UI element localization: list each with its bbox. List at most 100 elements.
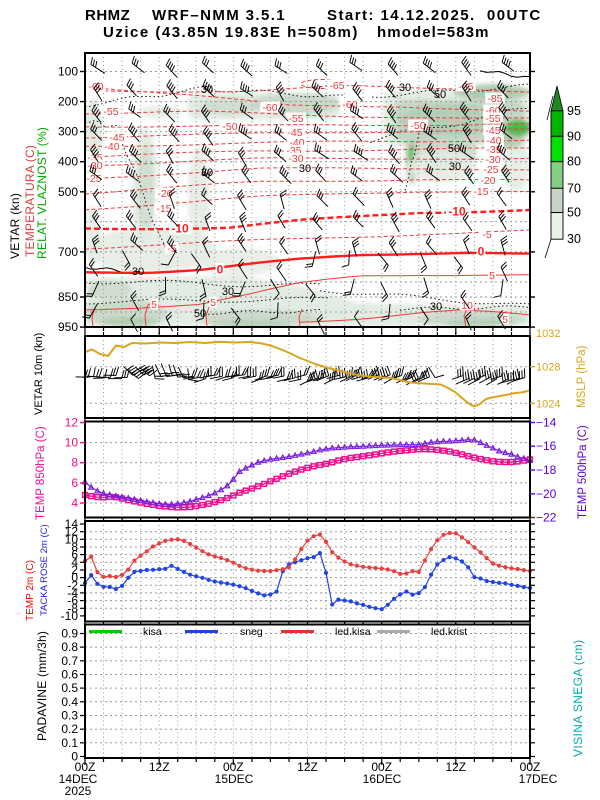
svg-text:30: 30: [132, 266, 144, 278]
svg-text:00Z: 00Z: [75, 760, 96, 774]
svg-text:4: 4: [71, 555, 78, 569]
svg-text:RHMZ: RHMZ: [85, 7, 130, 24]
svg-text:PADAVINE (mm/3h): PADAVINE (mm/3h): [35, 631, 49, 741]
svg-text:8: 8: [71, 456, 78, 470]
svg-text:-4: -4: [67, 586, 78, 600]
svg-text:12: 12: [65, 525, 79, 539]
svg-text:-25: -25: [86, 173, 101, 185]
svg-text:−20: −20: [536, 487, 557, 501]
svg-text:-8: -8: [67, 601, 78, 615]
svg-text:8: 8: [71, 540, 78, 554]
svg-text:50: 50: [567, 206, 581, 220]
svg-text:950: 950: [58, 320, 78, 334]
svg-text:VISINA SNEGA (cm): VISINA SNEGA (cm): [571, 640, 585, 758]
svg-text:5: 5: [502, 314, 508, 326]
svg-text:sneg: sneg: [240, 626, 263, 638]
svg-text:Uzice (43.85N 19.83E h=508m): Uzice (43.85N 19.83E h=508m): [103, 24, 359, 41]
svg-text:-20: -20: [480, 175, 495, 187]
svg-text:−14: −14: [536, 416, 557, 430]
svg-text:00Z: 00Z: [520, 760, 541, 774]
svg-text:0.2: 0.2: [61, 722, 78, 736]
svg-text:-30: -30: [485, 154, 500, 166]
svg-text:70: 70: [567, 181, 581, 195]
svg-text:30: 30: [430, 301, 442, 313]
svg-text:30: 30: [222, 286, 234, 298]
svg-text:-30: -30: [288, 153, 303, 165]
svg-text:-45: -45: [287, 127, 302, 139]
svg-text:-65: -65: [329, 80, 344, 92]
svg-text:2025: 2025: [65, 784, 92, 798]
svg-text:1024: 1024: [536, 398, 560, 410]
svg-text:-30: -30: [87, 160, 102, 172]
svg-text:WRF–NMM 3.5.1: WRF–NMM 3.5.1: [152, 7, 286, 24]
svg-text:−22: −22: [536, 511, 557, 525]
svg-text:00Z: 00Z: [371, 760, 392, 774]
svg-text:0.8: 0.8: [61, 640, 78, 654]
svg-text:-20: -20: [157, 188, 172, 200]
svg-text:-6: -6: [67, 594, 78, 608]
svg-text:0.1: 0.1: [61, 736, 78, 750]
svg-text:95: 95: [567, 104, 581, 118]
svg-text:4: 4: [71, 496, 78, 510]
svg-text:10: 10: [65, 436, 79, 450]
svg-text:led.kisa: led.kisa: [335, 626, 371, 638]
svg-text:500: 500: [58, 185, 78, 199]
svg-text:-10: -10: [171, 221, 189, 235]
svg-text:700: 700: [58, 245, 78, 259]
svg-text:hmodel=583m: hmodel=583m: [377, 24, 490, 41]
svg-text:6: 6: [71, 548, 78, 562]
svg-text:-2: -2: [67, 578, 78, 592]
svg-text:10: 10: [65, 532, 79, 546]
svg-text:50: 50: [194, 308, 206, 320]
svg-text:RELAT. VLAZNOST (%): RELAT. VLAZNOST (%): [35, 127, 49, 259]
svg-text:-85: -85: [487, 93, 502, 105]
svg-text:50: 50: [434, 89, 446, 101]
svg-text:00Z: 00Z: [223, 760, 244, 774]
svg-text:15DEC: 15DEC: [215, 772, 254, 786]
svg-text:14DEC: 14DEC: [59, 772, 98, 786]
svg-text:0.7: 0.7: [61, 654, 78, 668]
svg-text:90: 90: [567, 129, 581, 143]
svg-text:TEMP 850hPa (C): TEMP 850hPa (C): [35, 426, 47, 520]
svg-text:TEMP 500hPa (C): TEMP 500hPa (C): [577, 425, 589, 519]
svg-text:5: 5: [151, 299, 157, 311]
svg-text:-10: -10: [61, 609, 79, 623]
svg-text:30: 30: [567, 232, 581, 246]
svg-text:0: 0: [71, 571, 78, 585]
svg-text:-5: -5: [167, 243, 176, 255]
svg-text:-60: -60: [262, 102, 277, 114]
svg-text:5: 5: [489, 270, 495, 282]
svg-text:1028: 1028: [536, 362, 560, 374]
svg-text:17DEC: 17DEC: [519, 772, 558, 786]
svg-text:12Z: 12Z: [445, 760, 466, 774]
svg-text:300: 300: [58, 125, 78, 139]
svg-text:-50: -50: [222, 121, 237, 133]
svg-text:-55: -55: [485, 113, 500, 125]
svg-text:0.3: 0.3: [61, 709, 78, 723]
svg-text:0: 0: [217, 262, 224, 276]
svg-text:30: 30: [399, 82, 411, 94]
svg-text:14: 14: [65, 517, 79, 531]
svg-text:-40: -40: [104, 141, 119, 153]
svg-text:12Z: 12Z: [149, 760, 170, 774]
svg-text:100: 100: [58, 65, 78, 79]
svg-text:TACKA ROSE 2m (C): TACKA ROSE 2m (C): [39, 524, 50, 616]
svg-text:-15: -15: [473, 186, 488, 198]
svg-text:Start: 14.12.2025. 00UTC: Start: 14.12.2025. 00UTC: [327, 7, 542, 24]
svg-text:2: 2: [71, 563, 78, 577]
svg-text:80: 80: [567, 155, 581, 169]
svg-text:30: 30: [299, 163, 311, 175]
svg-text:-5: -5: [482, 229, 491, 241]
svg-text:30: 30: [449, 161, 461, 173]
svg-text:-60: -60: [88, 81, 103, 93]
svg-text:0.6: 0.6: [61, 668, 78, 682]
svg-text:-65: -65: [458, 81, 473, 93]
svg-text:-55: -55: [103, 106, 118, 118]
svg-text:-45: -45: [485, 125, 500, 137]
svg-text:12Z: 12Z: [297, 760, 318, 774]
svg-text:VETAR (kn): VETAR (kn): [8, 193, 22, 259]
svg-text:−16: −16: [536, 439, 557, 453]
svg-text:16DEC: 16DEC: [363, 772, 402, 786]
svg-text:-50: -50: [410, 120, 425, 132]
svg-text:VETAR 10m (kn): VETAR 10m (kn): [33, 333, 45, 415]
